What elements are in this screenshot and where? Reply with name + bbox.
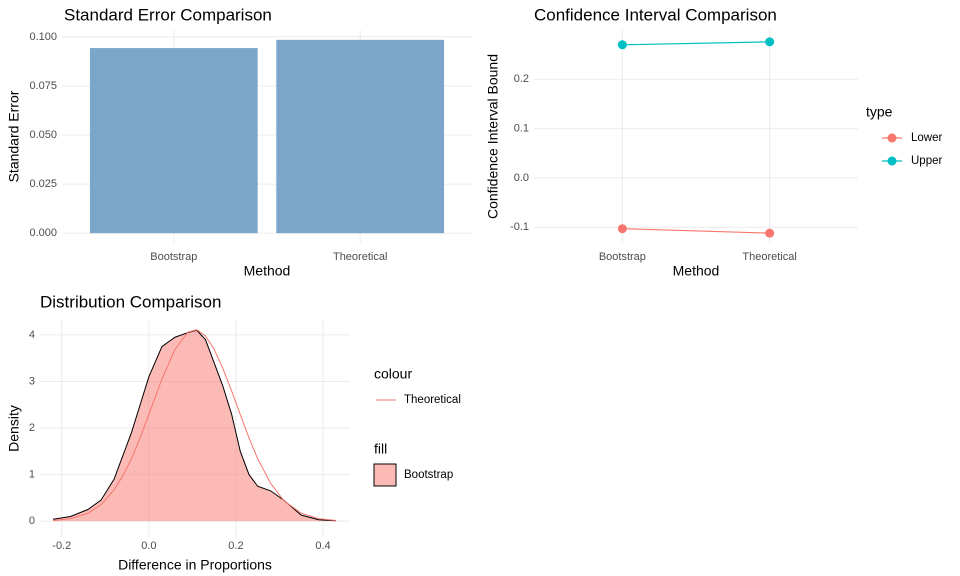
point	[765, 228, 775, 238]
x-tick-label: Theoretical	[742, 251, 796, 263]
y-tick-label: 0.100	[29, 31, 57, 43]
legend-title: type	[866, 104, 893, 120]
x-tick-label: Theoretical	[333, 251, 387, 263]
x-tick-label: 0.2	[228, 540, 243, 552]
chart-title: Standard Error Comparison	[64, 5, 272, 24]
x-tick-label: Bootstrap	[150, 251, 197, 263]
x-tick-label: -0.2	[52, 540, 71, 552]
y-tick-label: 0.1	[514, 123, 529, 135]
x-tick-label: Bootstrap	[599, 251, 646, 263]
x-tick-label: 0.0	[141, 540, 156, 552]
y-tick-label: 0.2	[514, 73, 529, 85]
y-tick-label: 2	[29, 422, 35, 434]
legend-label: Theoretical	[404, 394, 461, 406]
legend-title: colour	[374, 366, 412, 382]
y-tick-label: 0.050	[29, 129, 57, 141]
y-tick-label: 0.025	[29, 178, 57, 190]
bar	[276, 39, 445, 234]
y-axis-title: Standard Error	[6, 90, 22, 182]
bar	[89, 48, 258, 234]
y-axis-title: Density	[6, 405, 22, 452]
legend-label: Upper	[911, 155, 942, 167]
x-axis-title: Method	[244, 263, 291, 279]
y-tick-label: 1	[29, 469, 35, 481]
legend-point	[887, 133, 897, 143]
legend-label: Lower	[911, 132, 942, 144]
y-tick-label: 3	[29, 375, 35, 387]
legend-point	[887, 156, 897, 166]
y-tick-label: 0.0	[514, 172, 529, 184]
x-tick-label: 0.4	[315, 540, 330, 552]
chart-title: Confidence Interval Comparison	[534, 5, 777, 24]
y-axis-title: Confidence Interval Bound	[485, 54, 501, 219]
density-line	[53, 329, 337, 521]
legend-label: Bootstrap	[404, 469, 453, 481]
y-tick-label: 0.000	[29, 227, 57, 239]
y-tick-label: 4	[29, 329, 35, 341]
legend-title: fill	[374, 441, 387, 457]
y-tick-label: 0.075	[29, 80, 57, 92]
x-axis-title: Method	[673, 263, 720, 279]
x-axis-title: Difference in Proportions	[118, 557, 272, 573]
legend-key	[373, 463, 397, 487]
point	[617, 224, 627, 234]
point	[617, 40, 627, 50]
density-area	[53, 330, 337, 522]
y-tick-label: -0.1	[510, 221, 529, 233]
chart-title: Distribution Comparison	[40, 292, 221, 311]
y-tick-label: 0	[29, 515, 35, 527]
series-line	[622, 228, 770, 234]
series-line	[622, 41, 770, 46]
point	[765, 37, 775, 47]
